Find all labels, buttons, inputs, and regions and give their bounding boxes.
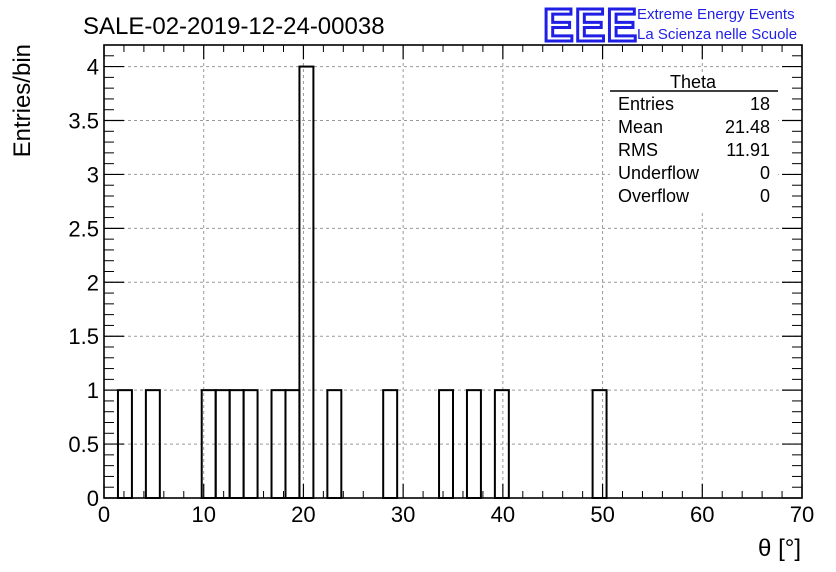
- logo-line-1: Extreme Energy Events: [637, 6, 795, 23]
- axis-ticks: [103, 44, 803, 499]
- x-tick-labels: 0 10 20 30 40 50 60 70: [98, 502, 814, 527]
- stats-label: Entries: [618, 94, 674, 114]
- x-tick-label: 60: [690, 502, 714, 527]
- stats-value: 21.48: [725, 117, 770, 137]
- plot-frame: [103, 44, 803, 499]
- stats-title: Theta: [670, 72, 717, 92]
- stats-value: 0: [760, 186, 770, 206]
- chart-title: SALE-02-2019-12-24-00038: [83, 13, 385, 40]
- y-tick-label: 1.5: [68, 324, 99, 349]
- y-tick-label: 0.5: [68, 432, 99, 457]
- x-tick-label: 30: [391, 502, 415, 527]
- stats-label: RMS: [618, 140, 658, 160]
- y-tick-label: 3.5: [68, 109, 99, 134]
- stats-value: 0: [760, 163, 770, 183]
- y-tick-label: 4: [87, 55, 99, 80]
- x-tick-label: 70: [790, 502, 814, 527]
- stats-value: 11.91: [726, 140, 770, 160]
- x-tick-label: 40: [491, 502, 515, 527]
- x-tick-label: 10: [191, 502, 215, 527]
- stats-box-background: [610, 72, 778, 212]
- logo-mark: EEE: [543, 0, 638, 51]
- stats-box: Theta Entries 18 Mean 21.48 RMS 11.91 Un…: [610, 72, 778, 212]
- y-tick-labels: 0 0.5 1 1.5 2 2.5 3 3.5 4: [68, 55, 99, 511]
- y-tick-label: 2: [87, 270, 99, 295]
- x-tick-label: 50: [590, 502, 614, 527]
- stats-label: Overflow: [618, 186, 690, 206]
- stats-value: 18: [750, 94, 770, 114]
- y-tick-label: 2.5: [68, 216, 99, 241]
- stats-label: Mean: [618, 117, 663, 137]
- logo-line-2: La Scienza nelle Scuole: [637, 26, 797, 43]
- y-tick-label: 1: [87, 378, 99, 403]
- y-tick-label: 0: [87, 486, 99, 511]
- y-axis-label: Entries/bin: [9, 44, 36, 157]
- x-axis-label: θ [°]: [758, 535, 801, 562]
- stats-label: Underflow: [618, 163, 700, 183]
- x-tick-label: 0: [98, 502, 110, 527]
- eee-logo: EEE Extreme Energy Events La Scienza nel…: [542, 0, 798, 53]
- x-tick-label: 20: [291, 502, 315, 527]
- y-tick-label: 3: [87, 162, 99, 187]
